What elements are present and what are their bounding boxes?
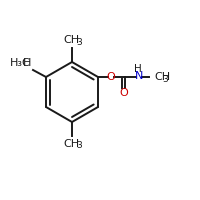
Text: O: O <box>107 72 115 82</box>
Text: 3: 3 <box>162 74 168 84</box>
Text: CH: CH <box>63 139 79 149</box>
Text: 3: 3 <box>76 141 82 150</box>
Text: N: N <box>135 71 143 81</box>
Text: H: H <box>134 64 142 74</box>
Text: O: O <box>119 88 128 98</box>
Text: 3: 3 <box>76 38 82 47</box>
Text: H: H <box>23 58 31 68</box>
Text: CH: CH <box>63 35 79 45</box>
Text: H₃C: H₃C <box>10 58 31 68</box>
Text: CH: CH <box>154 72 170 82</box>
